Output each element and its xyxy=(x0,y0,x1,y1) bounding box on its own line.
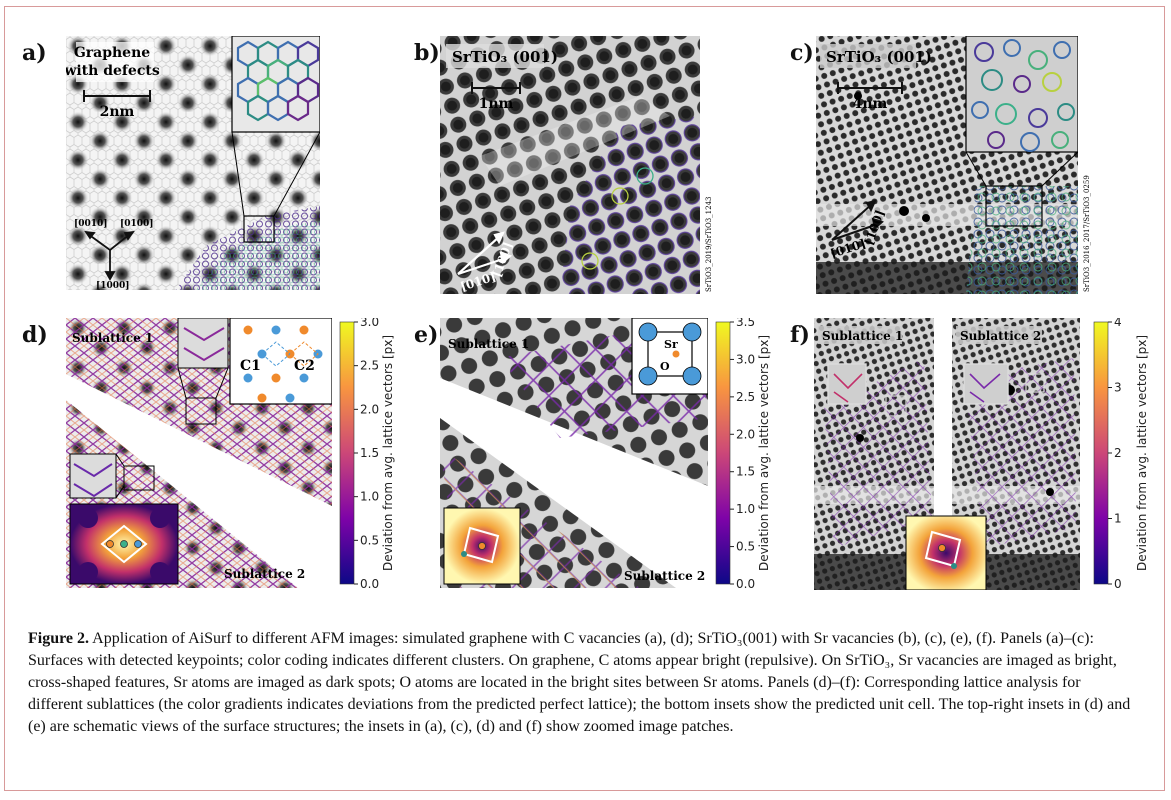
panel-d-sublattice-2: Sublattice 2 xyxy=(224,567,305,581)
panel-f-colorbar-tick-label: 2 xyxy=(1114,446,1122,460)
panel-d-inset-c1: C1 xyxy=(240,358,261,374)
panel-e-colorbar-tick-label: 0.0 xyxy=(736,577,755,590)
panel-e-colorbar-label: Deviation from avg. lattice vectors [px] xyxy=(757,335,771,571)
panel-d-colorbar-label: Deviation from avg. lattice vectors [px] xyxy=(381,335,395,571)
panel-d-colorbar-tick-label: 3.0 xyxy=(360,318,379,329)
panel-e-colorbar-tick-label: 3.5 xyxy=(736,318,755,329)
panel-label-a: a) xyxy=(22,40,47,66)
panel-e-colorbar-tick-label: 0.5 xyxy=(736,540,755,554)
panel-f-colorbar-label: Deviation from avg. lattice vectors [px] xyxy=(1135,335,1149,571)
panel-f-colorbar-tick-label: 0 xyxy=(1114,577,1122,590)
caption-label: Figure 2. xyxy=(28,630,90,647)
panel-e-colorbar-tick-label: 1.0 xyxy=(736,502,755,516)
svg-text:SrTiO3_2016_2017/SrTiO3_0259: SrTiO3_2016_2017/SrTiO3_0259 xyxy=(1083,175,1091,292)
panel-d-colorbar-tick-label: 2.5 xyxy=(360,359,379,373)
panel-a-scalebar: 2nm xyxy=(100,104,135,120)
panel-d-sublattice-1: Sublattice 1 xyxy=(72,331,153,345)
panel-e-colorbar-tick-label: 1.5 xyxy=(736,465,755,479)
panel-c-title: SrTiO₃ (001) xyxy=(826,48,932,66)
panel-d-lattice-analysis: C1 C2 Sublattice 1 Sublattice 2 xyxy=(66,318,332,588)
panel-e-inset-sr: Sr xyxy=(664,338,678,351)
figure-caption: Figure 2. Application of AiSurf to diffe… xyxy=(28,628,1138,738)
panel-d-colorbar-tick-label: 2.0 xyxy=(360,402,379,416)
panel-c-side-label: SrTiO3_2016_2017/SrTiO3_0259 xyxy=(1083,175,1091,292)
panel-label-e: e) xyxy=(414,322,439,348)
panel-e-colorbar-tick-label: 2.5 xyxy=(736,390,755,404)
panel-f-colorbar-tick-label: 3 xyxy=(1114,381,1122,395)
panel-a-graphene-image: Graphene with defects 2nm [0010] [0100] … xyxy=(66,36,320,290)
panel-c-srtio3-image: SrTiO₃ (001) 4nm [010] [100] xyxy=(816,36,1078,294)
panel-label-f: f) xyxy=(790,322,810,348)
panel-e-sublattice-1: Sublattice 1 xyxy=(448,337,529,351)
panel-a-dir-0100: [0100] xyxy=(120,219,154,229)
panel-e-colorbar-tick-label: 3.0 xyxy=(736,352,755,366)
panel-f-lattice-analysis: Sublattice 1 Sublattice 2 xyxy=(814,318,1080,590)
panel-f-sublattice-1: Sublattice 1 xyxy=(822,329,903,343)
panel-d-colorbar-tick-label: 1.5 xyxy=(360,446,379,460)
panel-a-dir-0010: [0010] xyxy=(74,219,108,229)
panel-a-dir-1000: [1000] xyxy=(96,281,130,290)
panel-label-d: d) xyxy=(22,322,48,348)
panel-f-sublattice-2: Sublattice 2 xyxy=(960,329,1041,343)
panel-d-colorbar-tick-label: 0.0 xyxy=(360,577,379,590)
panel-d-colorbar-tick-label: 1.0 xyxy=(360,490,379,504)
panel-e-sublattice-2: Sublattice 2 xyxy=(624,569,705,583)
panel-a-title-2: with defects xyxy=(66,63,160,79)
panel-e-colorbar: 3.5 3.0 2.5 2.0 1.5 1.0 0.5 0.0 Deviation from … xyxy=(715,318,771,590)
panel-a-title-1: Graphene xyxy=(74,45,150,61)
panel-b-side-label: SrTiO3_2019/SrTiO3_1243 xyxy=(705,197,713,292)
panel-b-srtio3-image: SrTiO₃ (001) 1nm [010] [100] xyxy=(440,36,700,294)
panel-e-colorbar-tick-label: 2.0 xyxy=(736,427,755,441)
panel-d-inset-c2: C2 xyxy=(294,358,315,374)
panel-e-inset-o: O xyxy=(660,360,670,373)
panel-b-title: SrTiO₃ (001) xyxy=(452,48,558,66)
svg-text:SrTiO3_2019/SrTiO3_1243: SrTiO3_2019/SrTiO3_1243 xyxy=(705,197,713,292)
panel-e-lattice-analysis: Sr O Sublattice 1 Sublattice 2 xyxy=(440,318,708,588)
panel-d-colorbar-tick-label: 0.5 xyxy=(360,533,379,547)
panel-f-colorbar-tick-label: 1 xyxy=(1114,512,1122,526)
panel-label-b: b) xyxy=(414,40,440,66)
panel-f-colorbar: 4 3 2 1 0 Deviation from avg. lattice vector… xyxy=(1093,318,1149,590)
caption-text: Application of AiSurf to different AFM i… xyxy=(28,630,1131,735)
panel-c-scalebar: 4nm xyxy=(853,96,888,112)
panel-label-c: c) xyxy=(790,40,814,66)
panel-d-colorbar: 3.0 2.5 2.0 1.5 1.0 0.5 0.0 Deviation from avg… xyxy=(339,318,395,590)
panel-f-colorbar-tick-label: 4 xyxy=(1114,318,1122,329)
figure-frame xyxy=(4,6,1165,791)
panel-b-scalebar: 1nm xyxy=(479,96,514,112)
